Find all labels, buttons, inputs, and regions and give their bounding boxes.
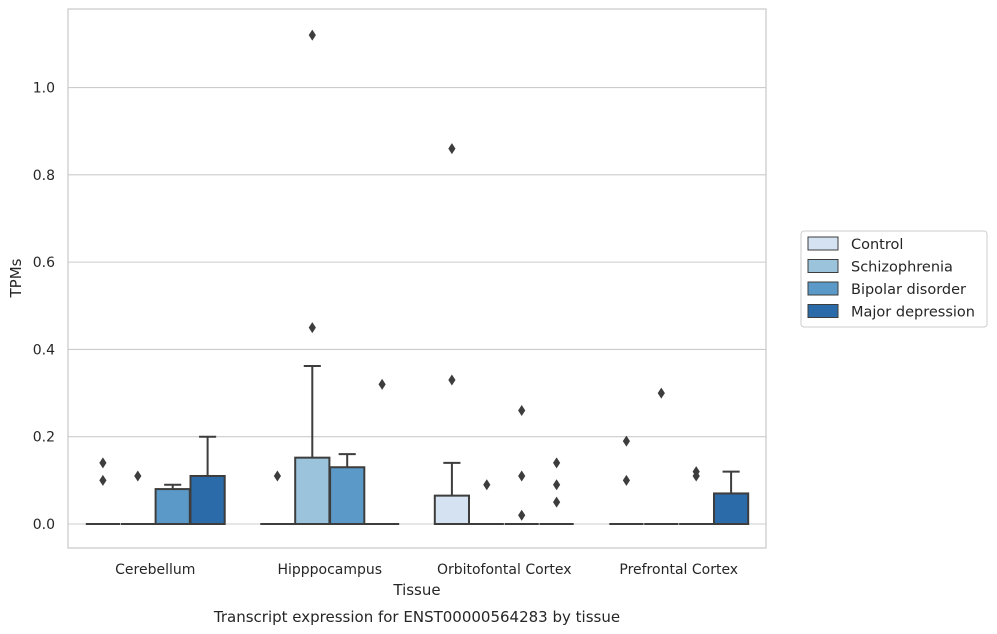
box-group	[85, 457, 121, 525]
legend-label: Bipolar disorder	[851, 282, 966, 298]
chart-caption: Transcript expression for ENST0000056428…	[213, 608, 620, 626]
plot-frame	[67, 8, 767, 549]
outlier-point	[553, 457, 561, 469]
box	[189, 474, 226, 525]
legend-swatch	[807, 259, 839, 273]
outlier-point	[308, 29, 316, 41]
outlier-point	[553, 496, 561, 508]
box-group	[644, 387, 679, 525]
box-group	[539, 457, 574, 525]
y-tick-label: 0.0	[33, 517, 55, 533]
box	[154, 488, 191, 525]
legend-label: Major depression	[851, 305, 975, 321]
box-group	[294, 29, 331, 525]
x-tick-label: Prefrontal Cortex	[619, 562, 738, 578]
legend-label: Schizophrenia	[851, 260, 953, 276]
outlier-point	[483, 479, 491, 491]
legend-item: Bipolar disorder	[807, 281, 966, 298]
box-group	[120, 470, 155, 525]
legend-swatch	[807, 236, 839, 251]
box-group	[260, 470, 295, 525]
box	[329, 466, 366, 525]
outlier-point	[448, 143, 456, 155]
x-tick-label: Cerebellum	[115, 562, 195, 578]
box	[294, 456, 331, 525]
legend-swatch	[807, 281, 839, 296]
legend-item: Major depression	[807, 304, 975, 321]
legend-item: Control	[807, 236, 903, 253]
outlier-point	[692, 470, 700, 482]
outlier-point	[657, 387, 665, 399]
outlier-point	[518, 405, 526, 417]
box-group	[433, 143, 471, 525]
x-tick-labels: Cerebellum Hipppocampus Orbitofontal Corte…	[115, 562, 738, 578]
y-tick-label: 1.0	[33, 81, 55, 97]
legend-item: Schizophrenia	[807, 259, 953, 276]
outlier-point	[448, 374, 456, 386]
legend-frame	[800, 230, 988, 328]
x-tick-label: Orbitofontal Cortex	[437, 562, 572, 578]
outlier-point	[378, 378, 386, 390]
outlier-point	[622, 474, 630, 486]
box-group	[329, 453, 366, 525]
x-axis-title: Tissue	[392, 581, 440, 599]
box-group	[189, 435, 226, 525]
box-plot-series	[85, 29, 750, 525]
outlier-point	[99, 457, 107, 469]
box-group	[364, 378, 400, 525]
y-tick-label: 0.2	[33, 430, 55, 446]
y-axis-title: TPMs	[7, 258, 25, 298]
outlier-point	[99, 474, 107, 486]
y-tick-label: 0.6	[33, 255, 55, 271]
box-group	[712, 470, 750, 525]
outlier-point	[518, 470, 526, 482]
y-tick-label: 0.8	[33, 168, 55, 184]
box-group	[469, 479, 504, 525]
box	[712, 492, 750, 525]
legend-label: Control	[851, 237, 903, 253]
gridlines	[68, 87, 766, 525]
legend-swatch	[807, 304, 839, 318]
box-group	[154, 483, 191, 525]
y-tick-labels: 0.0 0.2 0.4 0.6 0.8 1.0	[33, 81, 55, 533]
box-group	[609, 435, 644, 525]
outlier-point	[518, 509, 526, 521]
outlier-point	[134, 470, 142, 482]
outlier-point	[622, 435, 630, 447]
x-tick-label: Hipppocampus	[277, 562, 382, 578]
box-group	[679, 466, 714, 525]
legend: Control Schizophrenia Bipolar disorder Majo…	[800, 230, 988, 328]
outlier-point	[308, 322, 316, 334]
box	[433, 494, 471, 525]
outlier-point	[553, 479, 561, 491]
outlier-point	[273, 470, 281, 482]
box-group	[504, 405, 539, 525]
y-tick-label: 0.4	[33, 342, 55, 358]
